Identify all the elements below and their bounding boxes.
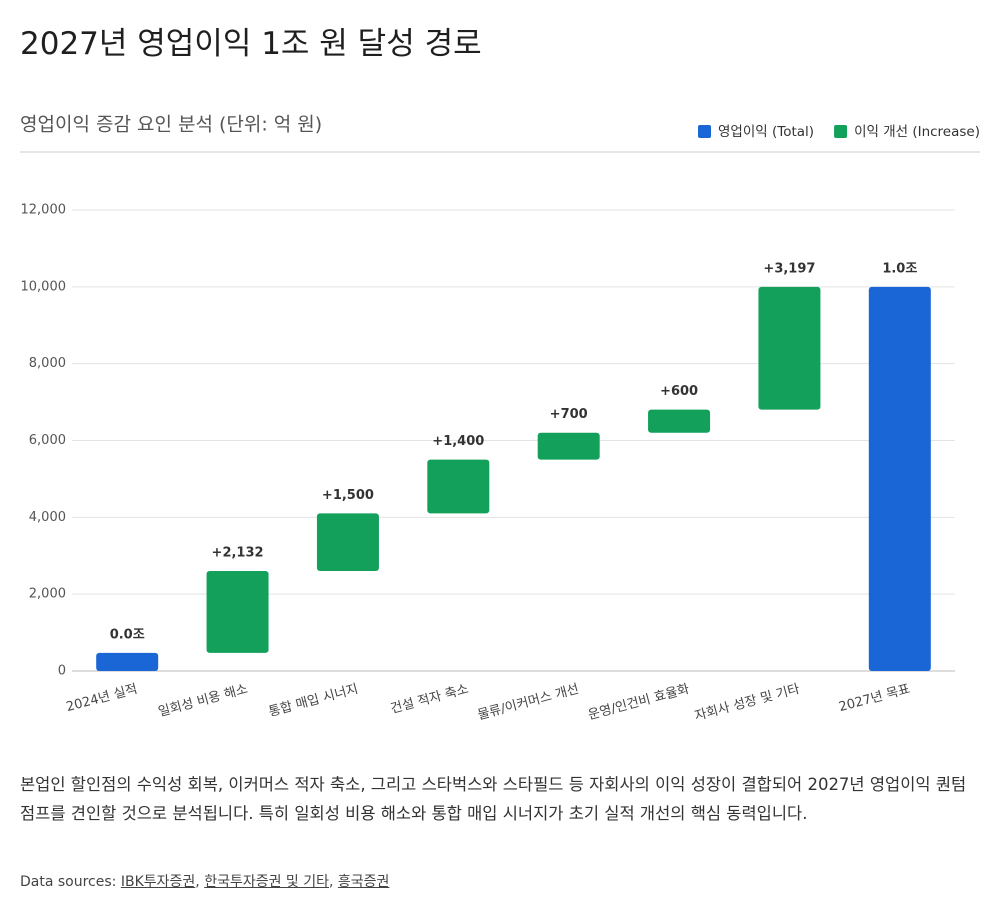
y-tick-label: 4,000 — [29, 510, 66, 525]
bar — [316, 513, 379, 572]
separator: , — [195, 874, 200, 890]
data-label: 1.0조 — [882, 261, 917, 276]
sources-label: Data sources: — [20, 874, 117, 890]
x-tick-label: 2027년 목표 — [837, 682, 912, 715]
x-tick-label: 2024년 실적 — [65, 682, 140, 715]
data-label: +700 — [550, 407, 588, 422]
x-tick: 물류/이커머스 개선 — [476, 682, 581, 723]
data-label: +3,197 — [763, 261, 815, 276]
subtitle: 영업이익 증감 요인 분석 (단위: 억 원) — [20, 114, 322, 136]
chart: 영업이익 증감 요인 분석 (단위: 억 원) 이익 개선 (Increase) 영… — [20, 114, 980, 724]
legend-label: 영업이익 (Total) — [718, 124, 814, 140]
bar — [96, 652, 159, 671]
x-tick-label: 운영/인건비 효율화 — [586, 682, 691, 723]
x-tick: 2024년 실적 — [65, 682, 140, 715]
bar — [427, 459, 490, 514]
y-tick-label: 12,000 — [21, 203, 67, 218]
y-tick-label: 2,000 — [29, 587, 66, 602]
x-tick-label: 건설 적자 축소 — [389, 682, 470, 717]
x-tick: 2027년 목표 — [837, 682, 912, 715]
legend-label: 이익 개선 (Increase) — [854, 124, 980, 140]
bar — [537, 432, 600, 460]
y-tick-label: 8,000 — [29, 356, 66, 371]
x-tick-label: 자회사 성장 및 기타 — [693, 682, 801, 724]
bar — [868, 286, 931, 671]
source-link[interactable]: 한국투자증권 및 기타 — [204, 874, 330, 890]
legend-swatch — [834, 125, 848, 138]
bar — [648, 409, 711, 433]
x-tick: 운영/인건비 효율화 — [586, 682, 691, 723]
data-label: +2,132 — [212, 546, 264, 561]
x-tick: 일회성 비용 해소 — [157, 682, 250, 720]
sources: Data sources: IBK투자증권, 한국투자증권 및 기타, 흥국증권 — [20, 871, 389, 891]
x-tick-label: 통합 매입 시너지 — [267, 682, 360, 720]
y-tick-label: 0 — [58, 664, 66, 679]
separator: , — [329, 874, 334, 890]
description: 본업인 할인점의 수익성 회복, 이커머스 적자 축소, 그리고 스타벅스와 스… — [20, 775, 967, 823]
source-link[interactable]: IBK투자증권 — [120, 874, 196, 890]
x-tick: 통합 매입 시너지 — [267, 682, 360, 720]
y-tick-label: 10,000 — [21, 279, 67, 294]
x-tick: 자회사 성장 및 기타 — [693, 682, 801, 724]
legend-swatch — [698, 125, 712, 138]
data-label: +1,400 — [432, 434, 484, 449]
data-label: +1,500 — [322, 488, 374, 503]
source-link[interactable]: 흥국증권 — [337, 874, 390, 890]
y-tick-label: 6,000 — [29, 433, 66, 448]
data-label: 0.0조 — [110, 627, 145, 642]
x-tick: 건설 적자 축소 — [389, 682, 470, 717]
x-tick-label: 일회성 비용 해소 — [157, 682, 250, 720]
x-tick-label: 물류/이커머스 개선 — [476, 682, 581, 723]
page-title: 2027년 영업이익 1조 원 달성 경로 — [20, 26, 482, 62]
bar — [206, 571, 269, 653]
bar — [758, 286, 821, 410]
data-label: +600 — [660, 384, 698, 399]
